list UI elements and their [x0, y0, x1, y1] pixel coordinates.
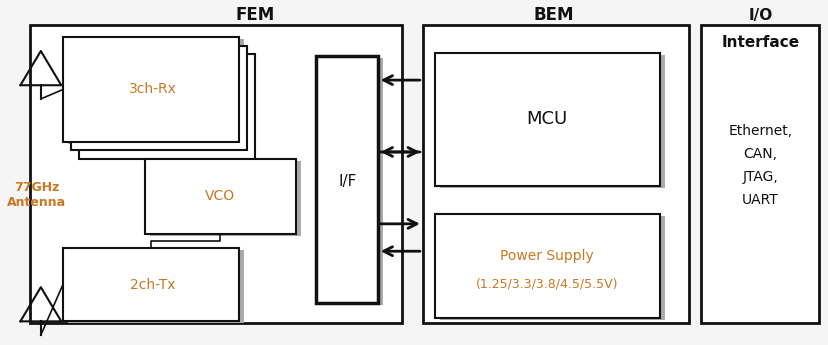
- Bar: [316, 56, 378, 303]
- Bar: [63, 248, 238, 321]
- Bar: [68, 39, 243, 144]
- Text: 77GHz
Antenna: 77GHz Antenna: [7, 181, 66, 209]
- Bar: [440, 216, 664, 320]
- Bar: [700, 25, 818, 323]
- Text: I/F: I/F: [338, 174, 356, 189]
- Bar: [422, 25, 688, 323]
- Text: 2ch-Tx: 2ch-Tx: [130, 278, 176, 293]
- Bar: [68, 250, 243, 323]
- Text: Power Supply: Power Supply: [499, 249, 593, 263]
- Bar: [435, 53, 659, 186]
- Text: 3ch-Rx: 3ch-Rx: [129, 82, 176, 96]
- Text: Ethernet,
CAN,
JTAG,
UART: Ethernet, CAN, JTAG, UART: [728, 125, 792, 207]
- Text: (1.25/3.3/3.8/4.5/5.5V): (1.25/3.3/3.8/4.5/5.5V): [475, 277, 618, 290]
- Bar: [435, 214, 659, 318]
- Text: VCO: VCO: [205, 189, 234, 204]
- Bar: [145, 159, 296, 234]
- Bar: [149, 161, 301, 236]
- Text: I/O: I/O: [748, 8, 772, 22]
- Text: MCU: MCU: [526, 110, 567, 128]
- Bar: [79, 55, 255, 159]
- Text: Interface: Interface: [720, 35, 799, 50]
- Bar: [321, 58, 383, 305]
- Text: FEM: FEM: [235, 6, 274, 24]
- Text: BEM: BEM: [532, 6, 573, 24]
- Bar: [71, 46, 247, 150]
- Bar: [63, 37, 238, 142]
- Bar: [30, 25, 402, 323]
- Bar: [440, 55, 664, 188]
